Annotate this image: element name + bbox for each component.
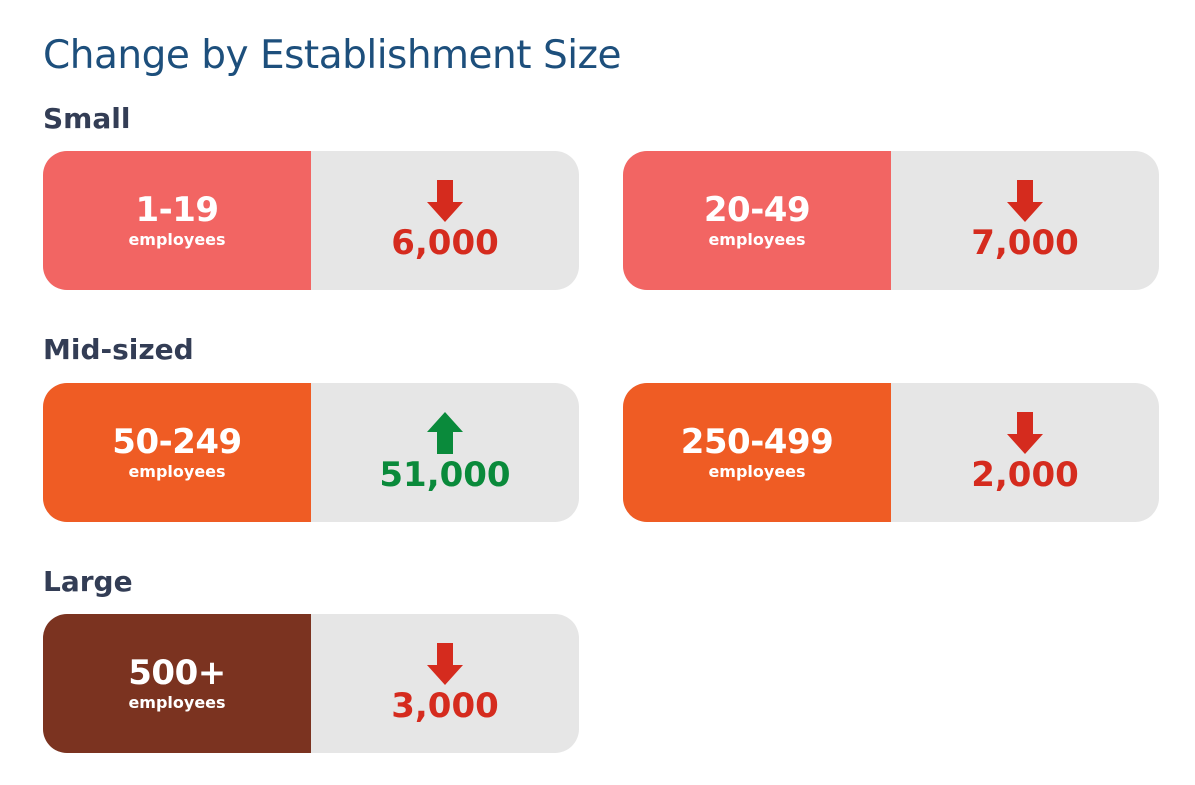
size-card-1-19: 1-19 employees 6,000 [43, 151, 579, 290]
arrow-up-icon [427, 411, 463, 454]
size-panel: 1-19 employees [43, 151, 311, 290]
size-panel: 500+ employees [43, 614, 311, 753]
change-value: 2,000 [971, 454, 1079, 495]
change-value: 7,000 [971, 222, 1079, 263]
size-unit: employees [708, 229, 806, 249]
size-range: 250-499 [680, 421, 834, 462]
arrow-down-icon [427, 179, 463, 222]
size-card-500-plus: 500+ employees 3,000 [43, 614, 579, 753]
size-card-250-499: 250-499 employees 2,000 [623, 383, 1159, 522]
size-unit: employees [128, 461, 226, 481]
change-value: 3,000 [391, 685, 499, 726]
size-unit: employees [128, 229, 226, 249]
arrow-down-shape [427, 179, 463, 222]
arrow-up-shape [427, 411, 463, 454]
arrow-down-shape [1007, 411, 1043, 454]
group-label-large: Large [43, 565, 133, 598]
arrow-down-icon [1007, 179, 1043, 222]
size-card-20-49: 20-49 employees 7,000 [623, 151, 1159, 290]
change-value: 6,000 [391, 222, 499, 263]
change-panel: 7,000 [891, 151, 1159, 290]
group-label-small: Small [43, 102, 131, 135]
change-panel: 51,000 [311, 383, 579, 522]
size-panel: 50-249 employees [43, 383, 311, 522]
size-panel: 20-49 employees [623, 151, 891, 290]
size-unit: employees [128, 692, 226, 712]
size-range: 20-49 [703, 189, 811, 230]
size-range: 500+ [128, 652, 226, 693]
arrow-down-icon [1007, 411, 1043, 454]
arrow-down-shape [1007, 179, 1043, 222]
arrow-down-icon [427, 642, 463, 685]
change-panel: 3,000 [311, 614, 579, 753]
group-label-mid-sized: Mid-sized [43, 333, 194, 366]
size-range: 1-19 [135, 189, 219, 230]
size-card-50-249: 50-249 employees 51,000 [43, 383, 579, 522]
size-range: 50-249 [112, 421, 242, 462]
size-unit: employees [708, 461, 806, 481]
change-panel: 6,000 [311, 151, 579, 290]
change-value: 51,000 [379, 454, 511, 495]
chart-title: Change by Establishment Size [43, 33, 622, 78]
arrow-down-shape [427, 642, 463, 685]
size-panel: 250-499 employees [623, 383, 891, 522]
change-panel: 2,000 [891, 383, 1159, 522]
